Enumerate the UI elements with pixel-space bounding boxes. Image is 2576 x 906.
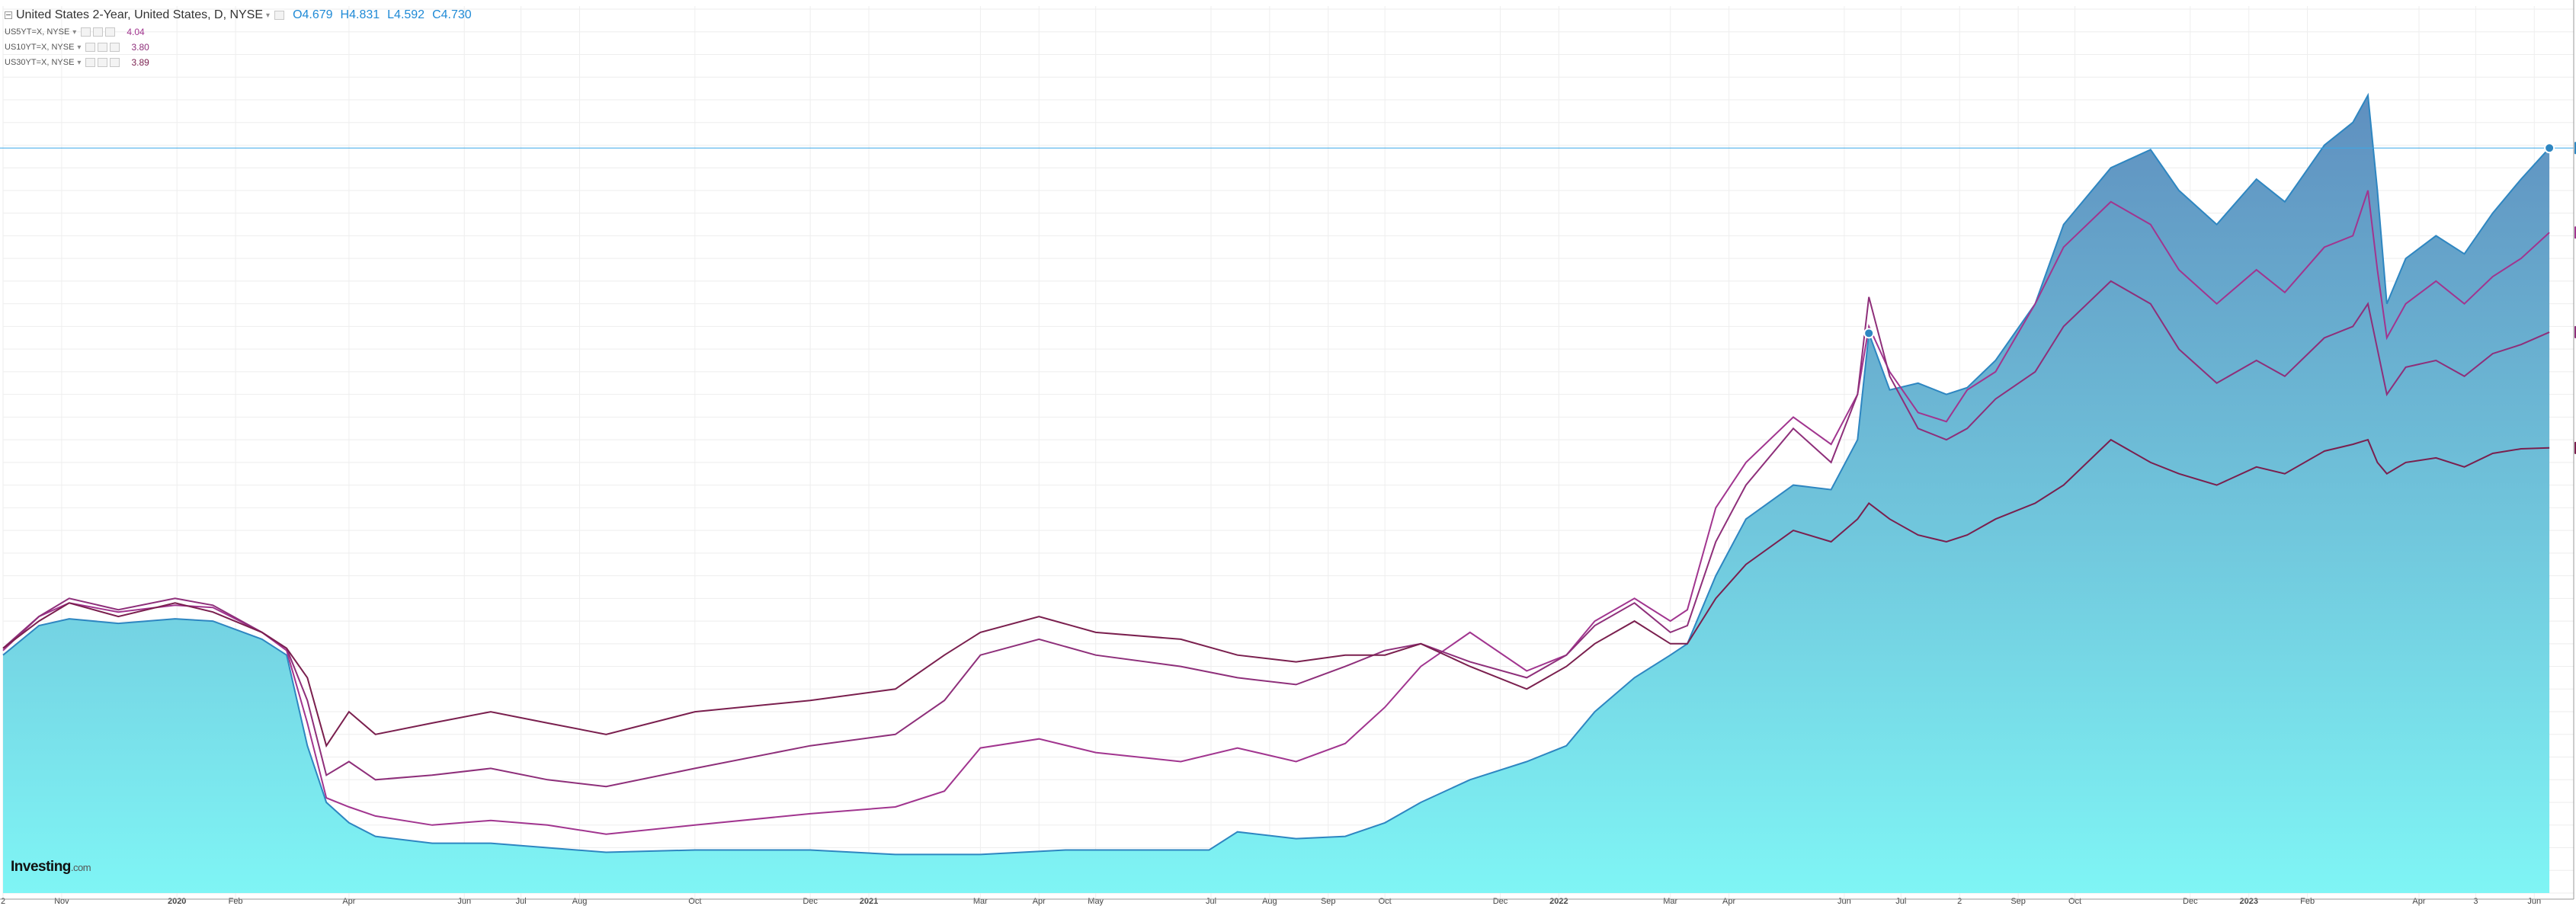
x-tick-label: Apr: [342, 897, 355, 906]
x-tick-label: Jul: [1206, 897, 1216, 906]
x-tick-label: Feb: [229, 897, 243, 906]
x-tick-label: Feb: [2300, 897, 2315, 906]
legend-series-us5: US5YT=X, NYSE ▾ 4.04: [5, 24, 472, 40]
x-tick-label: Apr: [2412, 897, 2425, 906]
x-tick-label: 2: [1, 897, 5, 906]
remove-button[interactable]: [110, 43, 120, 52]
event-marker: [2544, 142, 2555, 154]
x-tick-label: Jun: [1837, 897, 1851, 906]
logo-brand: Investing: [11, 859, 71, 875]
logo-suffix: .com: [70, 862, 91, 873]
legend-main-row: United States 2-Year, United States, D, …: [5, 6, 472, 24]
legend: United States 2-Year, United States, D, …: [5, 6, 472, 70]
series-label: US30YT=X, NYSE: [5, 58, 75, 67]
settings-button[interactable]: [93, 27, 104, 37]
settings-button[interactable]: [98, 58, 108, 67]
x-tick-label: 2021: [860, 897, 878, 906]
ohlc-values: O4.679 H4.831 L4.592 C4.730: [293, 8, 472, 22]
x-tick-label: 2020: [168, 897, 186, 906]
series-line-2: [2, 280, 2550, 788]
x-tick-label: Apr: [1722, 897, 1735, 906]
x-tick-label: 2022: [1549, 897, 1568, 906]
series-value: 3.89: [131, 57, 149, 68]
x-tick-label: Jul: [1895, 897, 1906, 906]
x-tick-label: Apr: [1033, 897, 1046, 906]
x-tick-label: Oct: [2068, 897, 2081, 906]
x-tick-label: May: [1088, 897, 1104, 906]
visibility-button[interactable]: [85, 43, 96, 52]
x-tick-label: Sep: [2010, 897, 2026, 906]
investing-logo: Investing.com: [11, 859, 91, 876]
chevron-down-icon[interactable]: ▾: [77, 58, 82, 67]
x-tick-label: Oct: [688, 897, 701, 906]
settings-button[interactable]: [274, 11, 285, 20]
high-value: H4.831: [340, 8, 380, 21]
series-value: 3.80: [131, 42, 149, 53]
remove-button[interactable]: [105, 27, 116, 37]
series-label: US5YT=X, NYSE: [5, 27, 70, 37]
series-line-2y: [2, 92, 2550, 856]
series-line-1: [2, 190, 2550, 835]
x-tick-label: Aug: [1262, 897, 1277, 906]
x-tick-label: Nov: [54, 897, 69, 906]
chevron-down-icon[interactable]: ▾: [266, 11, 271, 20]
series-line-3: [2, 438, 2550, 748]
x-tick-label: Aug: [572, 897, 588, 906]
chevron-down-icon[interactable]: ▾: [72, 27, 77, 37]
series-label: US10YT=X, NYSE: [5, 43, 75, 52]
x-tick-label: 2023: [2239, 897, 2257, 906]
remove-button[interactable]: [110, 58, 120, 67]
series-value: 4.04: [127, 27, 145, 37]
collapse-toggle[interactable]: [5, 11, 12, 19]
legend-title: United States 2-Year, United States, D, …: [16, 8, 264, 21]
visibility-button[interactable]: [85, 58, 96, 67]
x-tick-label: 2: [1957, 897, 1962, 906]
x-tick-label: Mar: [1663, 897, 1677, 906]
x-tick-label: Dec: [2183, 897, 2198, 906]
legend-series-us30: US30YT=X, NYSE ▾ 3.89: [5, 55, 472, 70]
area-fill-2y: [3, 95, 2550, 893]
x-tick-label: Mar: [973, 897, 988, 906]
visibility-button[interactable]: [81, 27, 91, 37]
x-tick-label: Dec: [803, 897, 818, 906]
settings-button[interactable]: [98, 43, 108, 52]
series-layer: [2, 92, 2550, 893]
x-tick-label: Sep: [1321, 897, 1336, 906]
x-tick-label: Oct: [1379, 897, 1392, 906]
legend-series-us10: US10YT=X, NYSE ▾ 3.80: [5, 40, 472, 55]
low-value: L4.592: [387, 8, 425, 21]
x-tick-label: Dec: [1493, 897, 1508, 906]
open-value: O4.679: [293, 8, 333, 21]
event-marker: [1863, 328, 1875, 339]
x-tick-label: Jul: [516, 897, 527, 906]
x-tick-label: Jun: [2527, 897, 2541, 906]
overlay-layer: [0, 142, 2574, 339]
x-tick-label: Jun: [457, 897, 471, 906]
close-value: C4.730: [432, 8, 472, 21]
chevron-down-icon[interactable]: ▾: [77, 43, 82, 52]
x-tick-label: 3: [2473, 897, 2478, 906]
